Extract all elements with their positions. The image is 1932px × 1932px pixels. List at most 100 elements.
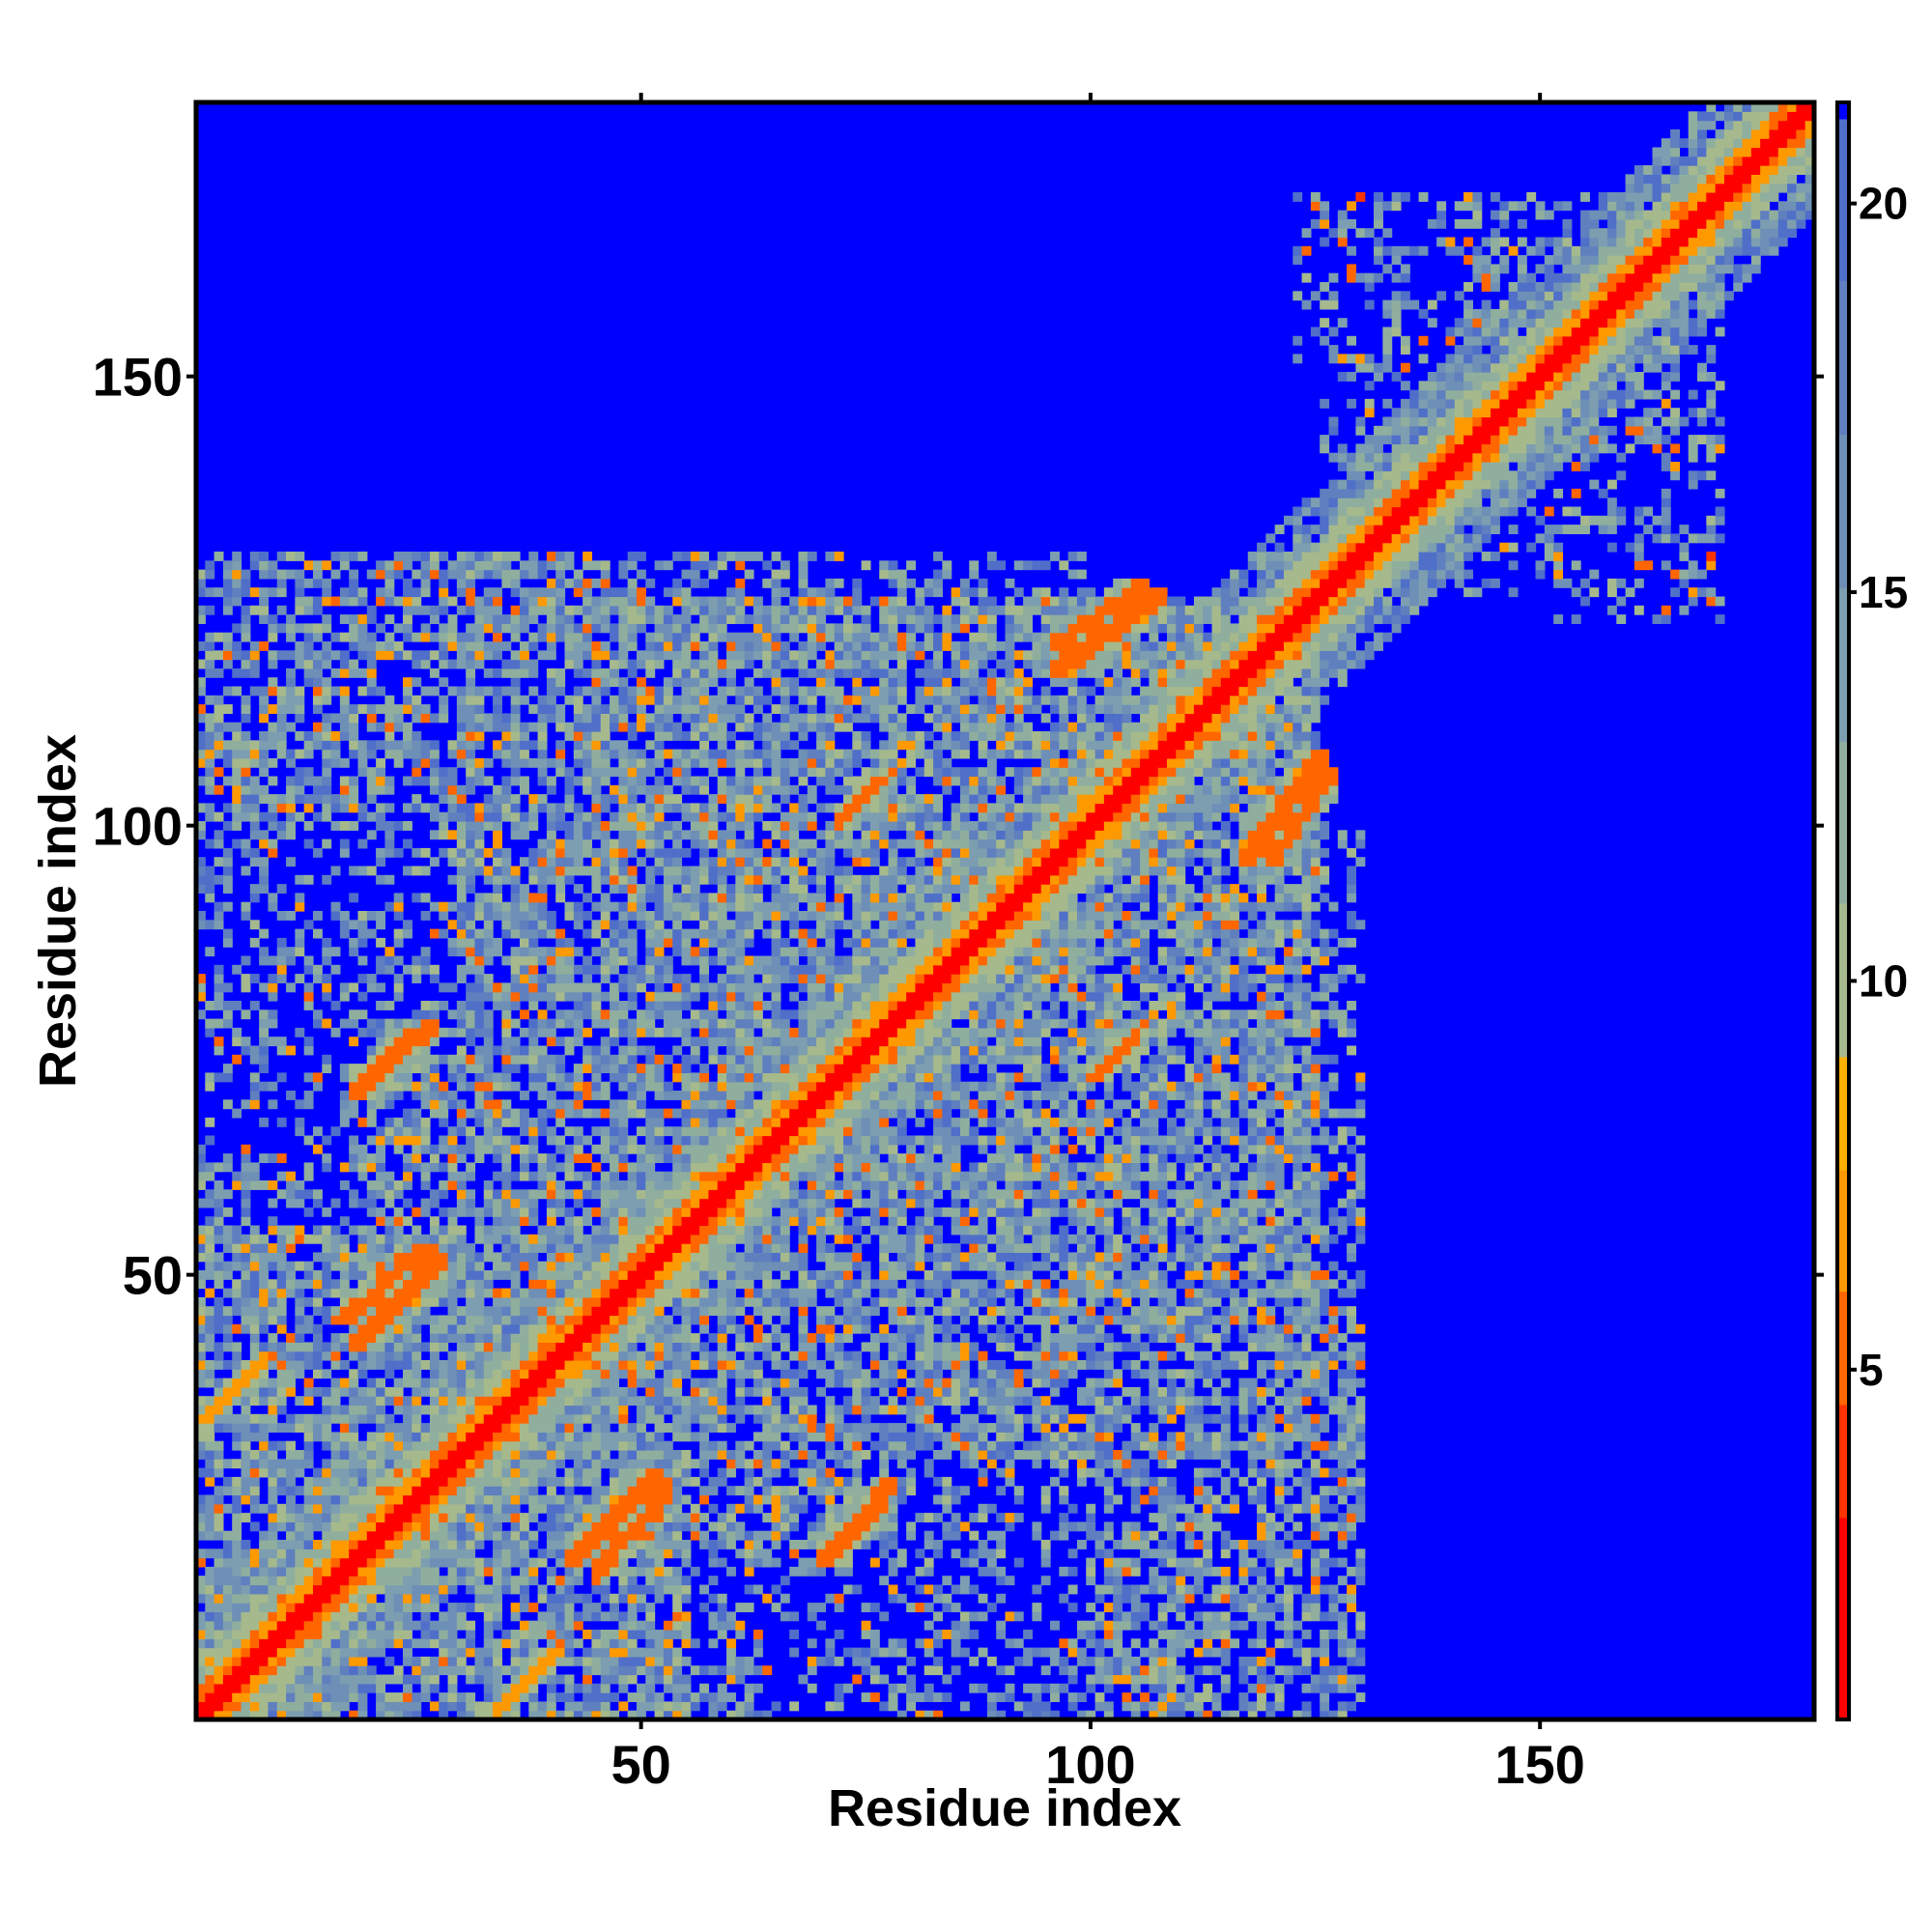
heatmap-cell <box>205 1118 214 1127</box>
heatmap-cell <box>421 1675 431 1685</box>
heatmap-cell <box>295 1638 304 1648</box>
heatmap-cell <box>421 803 431 812</box>
heatmap-cell <box>384 902 394 912</box>
heatmap-cell <box>574 1082 583 1092</box>
heatmap-cell <box>421 1082 431 1092</box>
heatmap-cell <box>466 606 475 615</box>
heatmap-cell <box>205 1441 214 1451</box>
heatmap-cell <box>565 650 575 660</box>
heatmap-cell <box>250 660 260 669</box>
heatmap-cell <box>331 1235 341 1244</box>
heatmap-cell <box>547 974 556 983</box>
heatmap-cell <box>474 1145 484 1154</box>
heatmap-cell <box>555 723 565 732</box>
heatmap-cell <box>358 1360 368 1370</box>
heatmap-cell <box>547 1099 556 1109</box>
heatmap-cell <box>484 1019 494 1029</box>
heatmap-cell <box>511 1701 521 1711</box>
heatmap-cell <box>349 1450 358 1460</box>
heatmap-cell <box>250 812 260 822</box>
heatmap-cell <box>582 1082 592 1092</box>
heatmap-cell <box>448 1091 458 1100</box>
heatmap-cell <box>205 1289 214 1298</box>
heatmap-cell <box>582 1414 592 1424</box>
heatmap-cell <box>384 1360 394 1370</box>
heatmap-cell <box>376 1603 385 1612</box>
heatmap-cell <box>295 1289 304 1298</box>
heatmap-cell <box>367 1558 377 1568</box>
heatmap-cell <box>511 777 521 786</box>
heatmap-cell <box>493 848 502 858</box>
heatmap-cell <box>376 965 385 975</box>
heatmap-cell <box>430 1432 440 1441</box>
heatmap-cell <box>501 1548 511 1558</box>
heatmap-cell <box>268 1477 277 1487</box>
heatmap-cell <box>474 1270 484 1280</box>
heatmap-cell <box>501 1046 511 1056</box>
heatmap-cell <box>448 641 458 651</box>
heatmap-cell <box>430 1701 440 1711</box>
heatmap-cell <box>403 606 412 615</box>
heatmap-cell <box>484 1701 494 1711</box>
heatmap-cell <box>358 992 368 1002</box>
heatmap-cell <box>421 1594 431 1604</box>
heatmap-cell <box>528 803 538 812</box>
heatmap-cell <box>367 677 377 687</box>
heatmap-cell <box>547 1701 556 1711</box>
heatmap-cell <box>331 1540 341 1549</box>
heatmap-cell <box>232 785 242 795</box>
heatmap-cell <box>268 1648 277 1658</box>
heatmap-cell <box>511 812 521 822</box>
heatmap-cell <box>493 633 502 642</box>
heatmap-cell <box>565 1360 575 1370</box>
heatmap-cell <box>466 1495 475 1505</box>
heatmap-cell <box>268 1441 277 1451</box>
heatmap-cell <box>430 1064 440 1073</box>
heatmap-cell <box>259 552 269 561</box>
heatmap-cell <box>448 1055 458 1065</box>
heatmap-cell <box>474 552 484 561</box>
heatmap-cell <box>205 1360 214 1370</box>
heatmap-cell <box>286 1495 296 1505</box>
heatmap-cell <box>313 1611 323 1621</box>
heatmap-cell <box>358 1540 368 1549</box>
heatmap-cell <box>367 1262 377 1271</box>
heatmap-cell <box>358 1270 368 1280</box>
heatmap-cell <box>574 704 583 714</box>
heatmap-cell <box>403 1037 412 1046</box>
heatmap-cell <box>205 1477 214 1487</box>
heatmap-cell <box>223 1072 233 1082</box>
heatmap-cell <box>349 1432 358 1441</box>
heatmap-cell <box>286 1235 296 1244</box>
heatmap-cell <box>358 1521 368 1531</box>
heatmap-cell <box>358 1665 368 1675</box>
heatmap-cell <box>555 803 565 812</box>
heatmap-cell <box>555 1548 565 1558</box>
heatmap-cell <box>520 1118 529 1127</box>
heatmap-cell <box>412 1109 421 1119</box>
heatmap-cell <box>268 1342 277 1351</box>
heatmap-cell <box>232 650 242 660</box>
heatmap-cell <box>277 1423 287 1433</box>
heatmap-cell <box>439 597 448 607</box>
heatmap-cell <box>367 1378 377 1388</box>
heatmap-cell <box>349 1153 358 1163</box>
heatmap-cell <box>582 1675 592 1685</box>
heatmap-cell <box>457 920 467 929</box>
heatmap-cell <box>394 623 404 633</box>
heatmap-cell <box>223 1324 233 1334</box>
heatmap-cell <box>295 1459 304 1468</box>
heatmap-cell <box>555 1289 565 1298</box>
heatmap-cell <box>448 1226 458 1236</box>
heatmap-cell <box>295 794 304 804</box>
heatmap-cell <box>474 1657 484 1666</box>
heatmap-cell <box>528 1630 538 1639</box>
heatmap-cell <box>457 929 467 939</box>
heatmap-cell <box>412 1406 421 1415</box>
heatmap-cell <box>582 1692 592 1702</box>
heatmap-cell <box>394 1630 404 1639</box>
heatmap-cell <box>376 650 385 660</box>
heatmap-cell <box>466 848 475 858</box>
heatmap-cell <box>520 1360 529 1370</box>
heatmap-cell <box>511 660 521 669</box>
